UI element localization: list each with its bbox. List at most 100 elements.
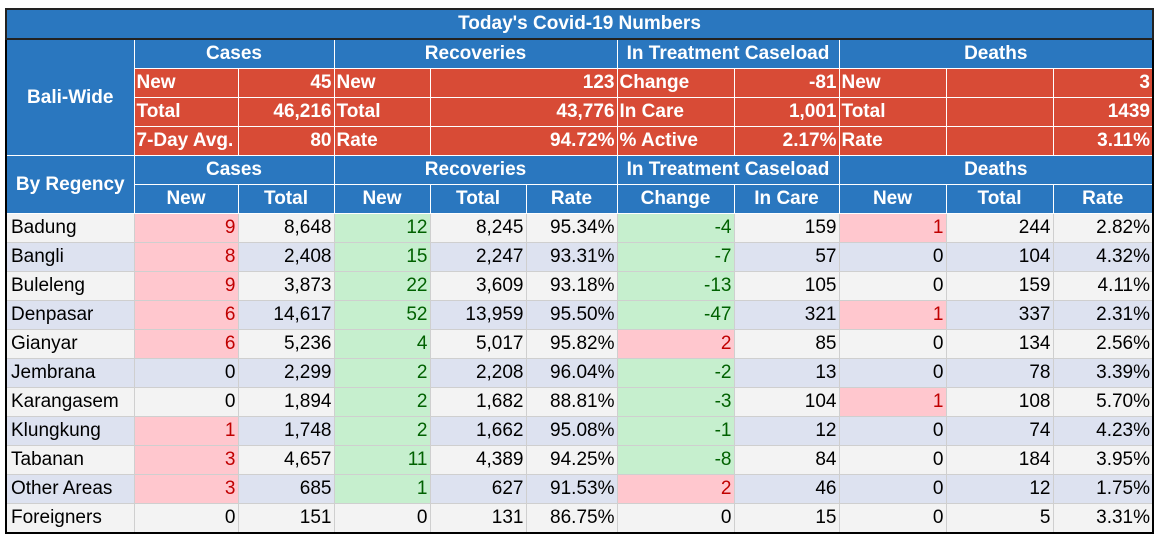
bali-row: New 45 New 123 Change -81 New 3 — [6, 68, 1154, 98]
regency-name: Gianyar — [5, 329, 135, 359]
bali-treatment-header: In Treatment Caseload — [616, 38, 840, 69]
treatment-change: -13 — [616, 271, 735, 301]
bali-rec-value: 94.72% — [429, 126, 618, 156]
bali-row: Total 46,216 Total 43,776 In Care 1,001 … — [6, 97, 1154, 127]
recoveries-total: 4,389 — [429, 445, 527, 475]
regency-treatment-header: In Treatment Caseload — [616, 155, 840, 185]
in-care: 12 — [733, 416, 840, 446]
in-care: 104 — [733, 387, 840, 417]
recoveries-new: 1 — [333, 474, 431, 504]
regency-name: Bangli — [5, 242, 135, 272]
cases-total: 685 — [237, 474, 335, 504]
death-rate: 1.75% — [1052, 474, 1154, 504]
bali-deaths-spacer — [945, 97, 1054, 127]
recovery-rate: 96.04% — [525, 358, 618, 388]
bali-treat-value: 2.17% — [733, 126, 840, 156]
recoveries-total: 8,245 — [429, 213, 527, 243]
recoveries-total: 13,959 — [429, 300, 527, 330]
table-row: Jembrana 0 2,299 2 2,208 96.04% -2 13 0 78 3.39% — [5, 358, 1154, 388]
regency-name: Badung — [5, 213, 135, 243]
col-header: Change — [616, 184, 735, 214]
bali-treat-value: -81 — [733, 68, 840, 98]
in-care: 57 — [733, 242, 840, 272]
regency-deaths-header: Deaths — [838, 155, 1154, 185]
recoveries-total: 1,662 — [429, 416, 527, 446]
bali-cases-value: 46,216 — [237, 97, 335, 127]
bali-cases-value: 80 — [237, 126, 335, 156]
bali-deaths-value: 3.11% — [1052, 126, 1154, 156]
in-care: 85 — [733, 329, 840, 359]
death-rate: 3.95% — [1052, 445, 1154, 475]
column-header-row: New Total New Total Rate Change In Care … — [6, 184, 1154, 214]
bali-treat-label: In Care — [616, 97, 735, 127]
bali-deaths-spacer — [945, 126, 1054, 156]
recoveries-total: 1,682 — [429, 387, 527, 417]
death-rate: 2.31% — [1052, 300, 1154, 330]
recoveries-new: 2 — [333, 358, 431, 388]
death-rate: 3.31% — [1052, 503, 1154, 534]
regency-recoveries-header: Recoveries — [333, 155, 618, 185]
recovery-rate: 91.53% — [525, 474, 618, 504]
col-header: Total — [945, 184, 1054, 214]
deaths-new: 0 — [838, 242, 947, 272]
table-row: Klungkung 1 1,748 2 1,662 95.08% -1 12 0 74 4.23% — [5, 416, 1154, 446]
cases-new: 0 — [133, 503, 239, 534]
in-care: 105 — [733, 271, 840, 301]
bali-deaths-label: New — [838, 68, 947, 98]
recoveries-total: 131 — [429, 503, 527, 534]
deaths-new: 0 — [838, 329, 947, 359]
recovery-rate: 95.50% — [525, 300, 618, 330]
bali-deaths-spacer — [945, 68, 1054, 98]
table-row: Gianyar 6 5,236 4 5,017 95.82% 2 85 0 134 2.56% — [5, 329, 1154, 359]
recoveries-total: 5,017 — [429, 329, 527, 359]
col-header: New — [838, 184, 947, 214]
cases-total: 14,617 — [237, 300, 335, 330]
cases-new: 3 — [133, 474, 239, 504]
death-rate: 3.39% — [1052, 358, 1154, 388]
bali-deaths-header: Deaths — [838, 38, 1154, 69]
recoveries-new: 2 — [333, 416, 431, 446]
recoveries-new: 22 — [333, 271, 431, 301]
cases-total: 1,894 — [237, 387, 335, 417]
death-rate: 2.56% — [1052, 329, 1154, 359]
bali-deaths-value: 1439 — [1052, 97, 1154, 127]
treatment-change: 2 — [616, 474, 735, 504]
deaths-total: 244 — [945, 213, 1054, 243]
treatment-change: -3 — [616, 387, 735, 417]
bali-rec-value: 123 — [429, 68, 618, 98]
bali-treat-value: 1,001 — [733, 97, 840, 127]
cases-total: 4,657 — [237, 445, 335, 475]
in-care: 84 — [733, 445, 840, 475]
regency-name: Karangasem — [5, 387, 135, 417]
recoveries-new: 2 — [333, 387, 431, 417]
cases-new: 9 — [133, 213, 239, 243]
table-row: Bangli 8 2,408 15 2,247 93.31% -7 57 0 104 4.32% — [5, 242, 1154, 272]
bali-cases-value: 45 — [237, 68, 335, 98]
regency-name: Foreigners — [5, 503, 135, 534]
recovery-rate: 93.31% — [525, 242, 618, 272]
treatment-change: -7 — [616, 242, 735, 272]
bali-deaths-value: 3 — [1052, 68, 1154, 98]
recovery-rate: 94.25% — [525, 445, 618, 475]
bali-rec-label: New — [333, 68, 431, 98]
table-row: Karangasem 0 1,894 2 1,682 88.81% -3 104 1 108 5.7… — [5, 387, 1154, 417]
death-rate: 2.82% — [1052, 213, 1154, 243]
cases-total: 2,408 — [237, 242, 335, 272]
in-care: 13 — [733, 358, 840, 388]
death-rate: 4.11% — [1052, 271, 1154, 301]
recoveries-new: 0 — [333, 503, 431, 534]
table-row: Denpasar 6 14,617 52 13,959 95.50% -47 321 1 337 2… — [5, 300, 1154, 330]
cases-total: 2,299 — [237, 358, 335, 388]
deaths-total: 74 — [945, 416, 1054, 446]
in-care: 46 — [733, 474, 840, 504]
col-header: Total — [237, 184, 335, 214]
deaths-new: 0 — [838, 503, 947, 534]
cases-total: 1,748 — [237, 416, 335, 446]
cases-total: 3,873 — [237, 271, 335, 301]
bali-cases-label: Total — [133, 97, 239, 127]
table-row: Buleleng 9 3,873 22 3,609 93.18% -13 105 0 159 4.1… — [5, 271, 1154, 301]
deaths-new: 0 — [838, 445, 947, 475]
bali-row: 7-Day Avg. 80 Rate 94.72% % Active 2.17%… — [6, 126, 1154, 156]
by-regency-label: By Regency — [5, 155, 135, 214]
deaths-total: 337 — [945, 300, 1054, 330]
